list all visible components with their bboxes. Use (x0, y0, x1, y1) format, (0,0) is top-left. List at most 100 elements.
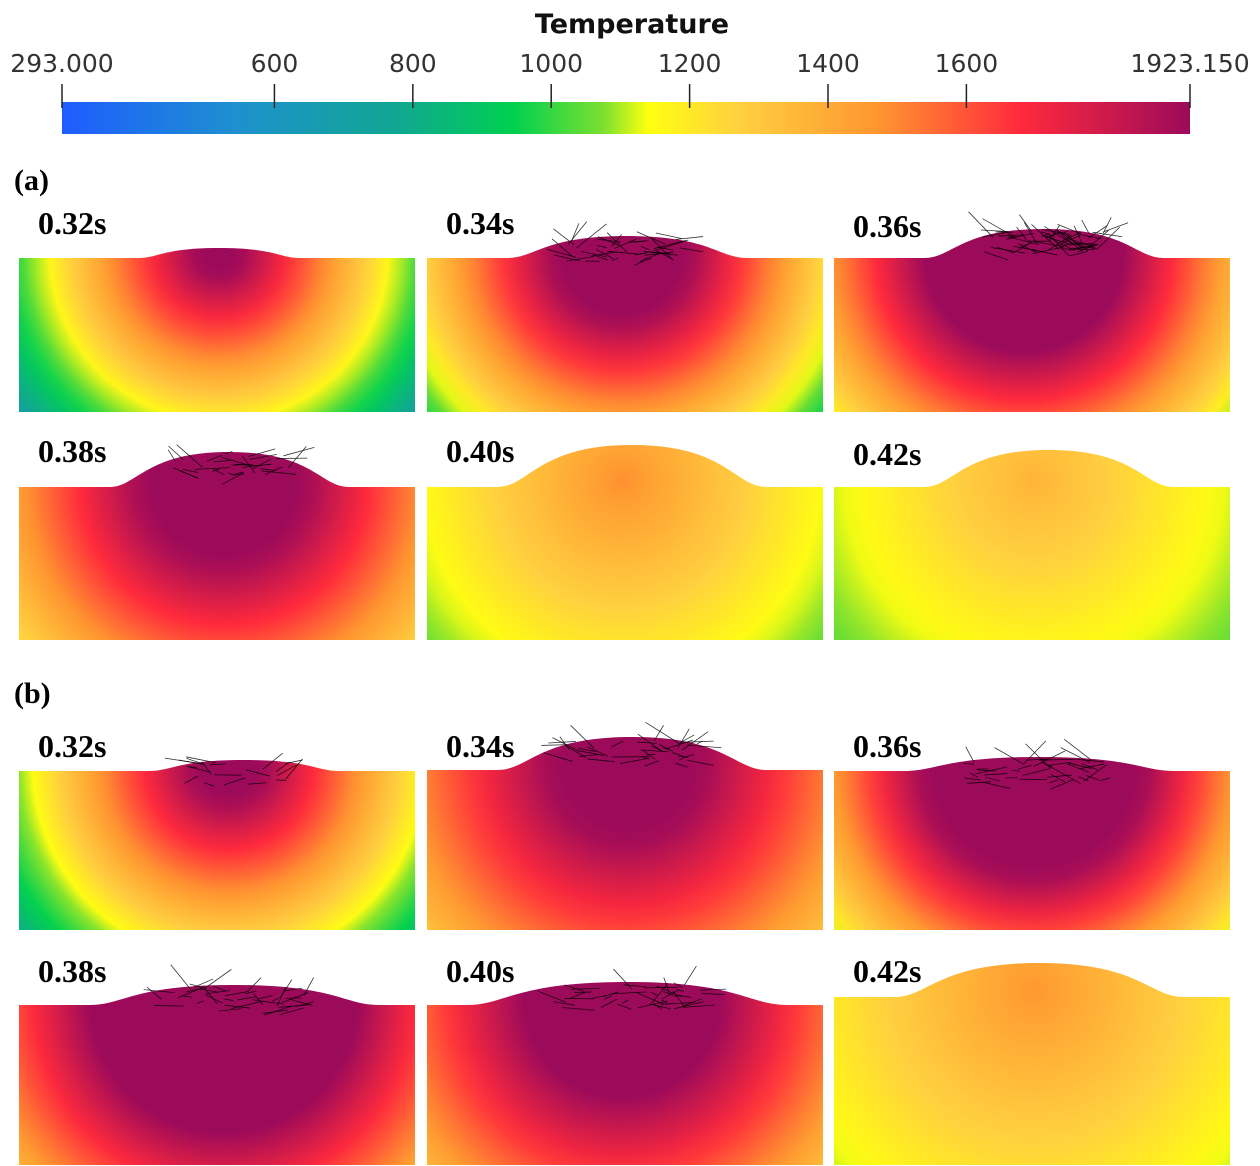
time-label: 0.38s (38, 433, 106, 469)
colorbar-gradient (62, 102, 1190, 134)
velocity-arrow (649, 1003, 671, 1010)
velocity-arrow (643, 750, 656, 760)
velocity-arrow (637, 741, 657, 744)
velocity-arrow (234, 463, 259, 467)
velocity-arrow (1103, 222, 1129, 233)
velocity-arrow (1041, 233, 1050, 238)
velocity-arrow (204, 782, 215, 787)
colorbar-tick-label: 1400 (796, 49, 860, 78)
velocity-arrow (1019, 214, 1032, 232)
velocity-arrow (679, 734, 695, 744)
velocity-arrow (559, 736, 570, 750)
velocity-vectors (143, 964, 315, 1016)
velocity-arrow (681, 731, 709, 751)
velocity-arrow (1038, 758, 1076, 761)
melt-pool-temperature-field (427, 445, 823, 640)
velocity-arrow (1046, 761, 1071, 767)
velocity-arrow (640, 245, 650, 251)
velocity-arrow (541, 744, 568, 746)
melt-pool-temperature-field (427, 737, 823, 930)
velocity-arrow (261, 470, 297, 475)
time-label: 0.38s (38, 953, 106, 989)
velocity-arrow (1067, 762, 1092, 770)
time-label: 0.42s (853, 953, 921, 989)
velocity-arrow (251, 459, 271, 470)
simulation-panel: 0.36s (834, 728, 1230, 930)
velocity-arrow (1050, 779, 1074, 790)
velocity-arrow (1018, 243, 1037, 253)
velocity-arrow (567, 221, 588, 245)
velocity-arrow (224, 451, 233, 455)
velocity-arrow (231, 1000, 263, 1009)
velocity-arrow (543, 752, 573, 762)
velocity-arrow (1042, 228, 1071, 236)
velocity-arrow (553, 1001, 575, 1006)
velocity-arrow (213, 459, 233, 463)
velocity-arrow (278, 1004, 311, 1008)
velocity-arrow (570, 991, 586, 999)
time-label: 0.40s (446, 953, 514, 989)
colorbar-tick-label: 1000 (519, 49, 583, 78)
velocity-arrow (1080, 763, 1105, 770)
velocity-arrow (1064, 738, 1092, 760)
velocity-arrow (611, 234, 623, 247)
simulation-panel: 0.34s (427, 721, 823, 930)
velocity-arrow (1059, 243, 1094, 246)
velocity-vectors (546, 221, 704, 266)
colorbar-tick-label: 293.000 (10, 49, 113, 78)
velocity-arrow (701, 993, 726, 995)
velocity-arrow (637, 992, 664, 1005)
velocity-arrow (963, 762, 974, 765)
velocity-arrow (676, 236, 704, 240)
velocity-arrow (546, 248, 577, 258)
velocity-arrow (1048, 234, 1072, 251)
velocity-arrow (182, 469, 198, 473)
velocity-arrow (1006, 232, 1034, 240)
melt-pool-temperature-field (834, 229, 1230, 412)
velocity-arrow (154, 1005, 185, 1007)
velocity-arrow (537, 990, 567, 1003)
velocity-arrow (253, 993, 264, 1005)
velocity-arrow (281, 992, 309, 1004)
velocity-arrow (1077, 759, 1104, 763)
velocity-arrow (676, 989, 685, 992)
velocity-arrow (640, 749, 669, 753)
velocity-arrow (1081, 763, 1098, 771)
velocity-arrow (596, 249, 614, 259)
section-label-b: (b) (14, 677, 51, 710)
velocity-arrow (1050, 773, 1066, 783)
velocity-arrow (1008, 236, 1039, 245)
velocity-arrow (1083, 764, 1107, 782)
velocity-arrow (224, 991, 249, 997)
velocity-arrow (994, 747, 1024, 765)
velocity-arrow (223, 777, 246, 786)
velocity-arrow (1016, 226, 1027, 240)
velocity-arrow (167, 449, 176, 462)
velocity-arrow (553, 228, 575, 246)
velocity-arrow (252, 999, 284, 1005)
velocity-arrow (566, 256, 595, 262)
velocity-arrow (687, 744, 722, 749)
velocity-arrow (1078, 776, 1089, 782)
velocity-arrow (596, 255, 609, 261)
velocity-arrow (678, 755, 689, 758)
time-label: 0.34s (446, 728, 514, 764)
velocity-arrow (619, 757, 650, 765)
velocity-arrow (1064, 231, 1082, 249)
velocity-arrow (611, 257, 619, 261)
velocity-arrow (655, 239, 689, 251)
velocity-arrow (679, 247, 704, 253)
velocity-arrow (295, 1001, 314, 1008)
section-label-a: (a) (14, 164, 49, 197)
simulation-panel: 0.38s (19, 433, 415, 640)
velocity-arrow (634, 252, 648, 256)
velocity-arrow (650, 992, 658, 996)
velocity-arrow (571, 223, 580, 242)
velocity-arrow (623, 984, 646, 988)
velocity-arrow (264, 1005, 293, 1016)
velocity-arrow (998, 234, 1025, 237)
velocity-arrow (1041, 762, 1052, 767)
velocity-arrow (288, 446, 307, 468)
velocity-arrow (285, 758, 303, 780)
velocity-arrow (591, 995, 607, 999)
